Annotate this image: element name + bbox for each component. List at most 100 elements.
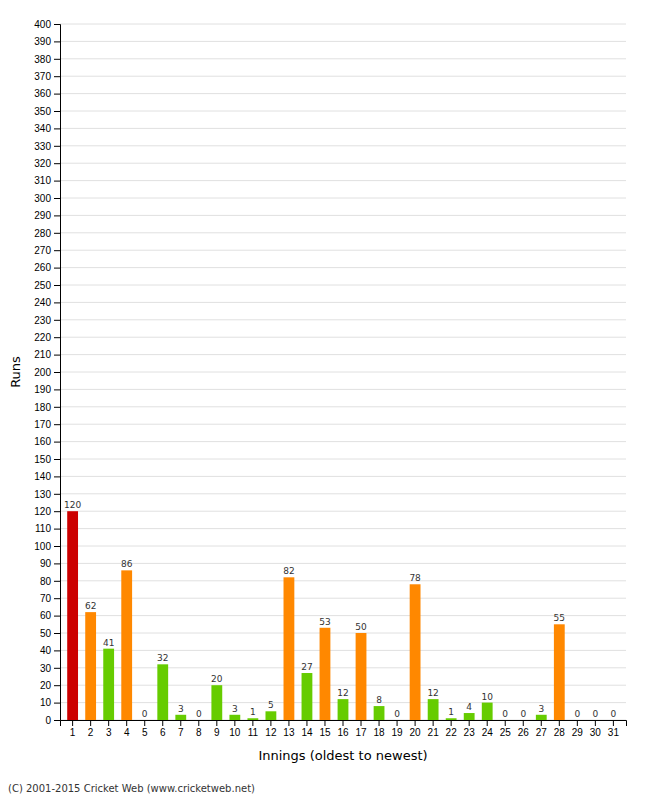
tick-mark <box>54 41 60 42</box>
tick-mark <box>54 703 60 704</box>
x-tick: 25 <box>500 720 512 738</box>
tick-label: 29 <box>572 727 584 738</box>
x-tick: 20 <box>410 720 422 738</box>
tick-label: 130 <box>34 489 51 500</box>
x-tick: 23 <box>464 720 476 738</box>
tick-mark <box>306 720 307 726</box>
data-label: 0 <box>611 709 617 719</box>
tick-label: 40 <box>40 645 52 656</box>
y-tick: 350 <box>34 106 60 117</box>
grid-line <box>60 650 626 651</box>
tick-label: 230 <box>34 315 51 326</box>
grid-line <box>60 580 626 581</box>
grid-line <box>60 389 626 390</box>
tick-mark <box>54 146 60 147</box>
bar <box>302 673 313 720</box>
axis-line <box>61 721 627 727</box>
bar <box>482 703 493 720</box>
y-tick: 370 <box>34 71 60 82</box>
tick-mark <box>54 250 60 251</box>
grid-line <box>60 41 626 42</box>
y-tick: 170 <box>34 419 60 430</box>
tick-mark <box>216 720 217 726</box>
grid-line <box>60 285 626 286</box>
tick-mark <box>54 442 60 443</box>
x-tick: 3 <box>106 720 112 738</box>
data-label: 0 <box>394 709 400 719</box>
x-tick: 29 <box>572 720 584 738</box>
tick-label: 90 <box>40 558 52 569</box>
bar <box>338 699 349 720</box>
grid-line <box>60 232 626 233</box>
tick-mark <box>54 685 60 686</box>
grid-line <box>60 476 626 477</box>
data-label: 10 <box>481 692 493 702</box>
data-label: 0 <box>574 709 580 719</box>
tick-mark <box>54 233 60 234</box>
tick-mark <box>415 720 416 726</box>
x-tick: 15 <box>319 720 331 738</box>
tick-mark <box>162 720 163 726</box>
y-tick: 110 <box>35 523 60 534</box>
grid-line <box>60 354 626 355</box>
x-tick: 16 <box>337 720 349 738</box>
data-label: 41 <box>103 638 114 648</box>
chart: 1206241860323020315822753125080781214100… <box>0 0 650 800</box>
data-label: 86 <box>121 559 133 569</box>
y-tick: 200 <box>34 367 60 378</box>
tick-label: 220 <box>34 332 51 343</box>
tick-mark <box>54 511 60 512</box>
tick-label: 120 <box>34 506 51 517</box>
tick-label: 280 <box>34 228 51 239</box>
y-tick: 100 <box>34 541 60 552</box>
tick-label: 20 <box>410 727 422 738</box>
y-tick: 10 <box>40 697 60 708</box>
x-tick: 12 <box>265 720 277 738</box>
data-label: 12 <box>337 688 348 698</box>
tick-mark <box>54 563 60 564</box>
data-label: 82 <box>283 566 294 576</box>
grid-line <box>60 633 626 634</box>
y-tick: 310 <box>34 175 60 186</box>
bars <box>67 511 565 720</box>
y-tick: 360 <box>34 88 60 99</box>
data-label: 32 <box>157 653 168 663</box>
tick-mark <box>343 720 344 726</box>
y-tick: 0 <box>45 715 60 726</box>
tick-mark <box>144 720 145 726</box>
grid-line <box>60 215 626 216</box>
data-label: 5 <box>268 700 274 710</box>
tick-mark <box>54 24 60 25</box>
tick-mark <box>288 720 289 726</box>
tick-label: 400 <box>34 19 51 30</box>
tick-mark <box>54 668 60 669</box>
x-tick: 5 <box>142 720 148 738</box>
bar <box>374 706 385 720</box>
tick-label: 370 <box>34 71 51 82</box>
tick-mark <box>54 355 60 356</box>
x-tick: 13 <box>283 720 295 738</box>
tick-mark <box>252 720 253 726</box>
data-label: 50 <box>355 622 367 632</box>
y-tick: 290 <box>34 210 60 221</box>
tick-mark <box>54 76 60 77</box>
tick-label: 16 <box>337 727 349 738</box>
plot-area: 1206241860323020315822753125080781214100… <box>34 19 626 738</box>
tick-label: 25 <box>500 727 512 738</box>
tick-label: 7 <box>178 727 184 738</box>
x-tick: 27 <box>536 720 548 738</box>
tick-label: 210 <box>34 349 51 360</box>
y-tick: 270 <box>34 245 60 256</box>
x-tick: 19 <box>392 720 404 738</box>
bar <box>500 720 511 721</box>
bar <box>428 699 439 720</box>
tick-label: 100 <box>34 541 51 552</box>
tick-label: 0 <box>45 715 51 726</box>
y-tick: 50 <box>40 628 60 639</box>
tick-mark <box>54 94 60 95</box>
x-axis: 1234567891011121314151617181920212223242… <box>61 720 627 738</box>
tick-mark <box>54 389 60 390</box>
data-label: 55 <box>554 613 565 623</box>
bar <box>464 713 475 720</box>
axis-line <box>54 25 61 721</box>
